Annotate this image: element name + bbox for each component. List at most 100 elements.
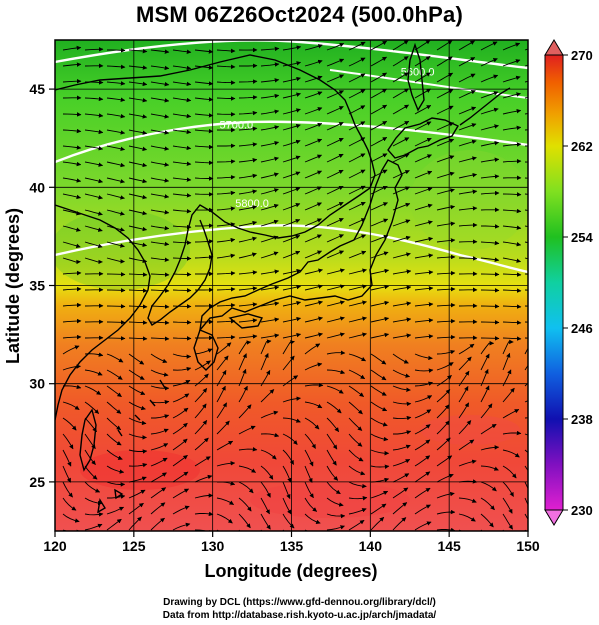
wind-vector xyxy=(260,497,270,515)
wind-vector xyxy=(348,433,363,447)
wind-vector xyxy=(84,47,104,52)
wind-vector xyxy=(128,385,146,395)
wind-vector xyxy=(106,385,122,398)
wind-vector xyxy=(436,72,454,83)
wind-vector xyxy=(436,420,450,435)
wind-vector xyxy=(392,385,411,392)
wind-vector xyxy=(480,272,500,277)
wind-vector xyxy=(348,89,366,99)
wind-vector xyxy=(458,356,472,371)
wind-vector xyxy=(260,156,279,163)
wind-vector xyxy=(326,121,344,131)
wind-vector xyxy=(480,465,499,471)
wind-vector xyxy=(326,137,344,147)
wind-vector xyxy=(282,375,299,387)
wind-vector xyxy=(238,270,258,275)
wind-vector xyxy=(62,449,72,467)
wind-vector xyxy=(458,172,478,179)
wind-vector xyxy=(128,449,148,454)
wind-vector xyxy=(392,252,411,259)
wind-vector xyxy=(260,125,280,131)
wind-vector xyxy=(414,318,434,323)
wind-vector xyxy=(260,93,280,99)
wind-vector xyxy=(304,91,323,99)
wind-vector xyxy=(304,154,323,163)
wind-vector xyxy=(62,193,82,200)
credit-data: Data from http://database.rish.kyoto-u.a… xyxy=(162,610,437,621)
wind-vector xyxy=(502,529,505,531)
wind-vector xyxy=(480,320,500,325)
wind-vector xyxy=(480,288,500,293)
wind-vector xyxy=(172,256,192,261)
wind-vector xyxy=(172,366,192,372)
wind-vector xyxy=(216,175,236,180)
wind-vector xyxy=(370,332,390,339)
wind-vector xyxy=(326,250,345,259)
wind-vector xyxy=(128,113,148,119)
wind-vector xyxy=(392,415,412,421)
wind-vector xyxy=(370,516,385,531)
wind-vector xyxy=(370,300,390,307)
wind-vector xyxy=(238,158,258,163)
colorbar-ticks: 230 238 246 254 262 270 xyxy=(563,48,593,518)
colorbar-bottom-arrow xyxy=(544,509,564,526)
wind-vector xyxy=(194,373,209,387)
wind-vector xyxy=(304,401,323,409)
colorbar-strip xyxy=(544,54,564,511)
wind-vector xyxy=(436,362,454,371)
wind-vector xyxy=(260,285,280,291)
wind-vector xyxy=(238,318,258,323)
wind-vector xyxy=(414,487,431,499)
wind-vector xyxy=(194,49,214,54)
wind-vector xyxy=(414,154,432,163)
wind-vector xyxy=(216,159,236,164)
wind-vector xyxy=(370,72,387,83)
wind-vector xyxy=(480,74,499,83)
wind-vector xyxy=(392,301,412,307)
wind-vector xyxy=(172,505,190,515)
wind-vector xyxy=(282,433,298,445)
wind-vector xyxy=(282,481,291,500)
wind-vector xyxy=(326,218,344,227)
wind-vector xyxy=(128,502,144,515)
wind-vector xyxy=(194,144,214,150)
wind-vector xyxy=(62,128,82,134)
wind-vector xyxy=(172,320,192,325)
wind-vector xyxy=(480,190,500,196)
wind-vector xyxy=(106,401,122,414)
wind-vector xyxy=(150,81,170,87)
wind-vector xyxy=(304,497,318,512)
wind-vector xyxy=(84,193,103,200)
wind-vector xyxy=(480,91,499,99)
wind-vector xyxy=(172,193,192,198)
wind-vector xyxy=(62,384,82,390)
wind-vector xyxy=(172,145,192,151)
wind-vector xyxy=(348,519,365,531)
wind-vector xyxy=(260,410,279,419)
wind-vector xyxy=(414,137,432,147)
wind-vector xyxy=(84,401,100,414)
wind-vector xyxy=(128,48,148,54)
wind-vector xyxy=(326,300,345,307)
wind-vector xyxy=(304,481,314,499)
wind-vector xyxy=(326,332,345,339)
wind-vector xyxy=(62,433,74,450)
wind-vector xyxy=(502,387,515,403)
wind-vector xyxy=(458,497,477,503)
wind-vector xyxy=(326,106,344,115)
wind-vector xyxy=(84,512,104,517)
y-axis-ticks: 25 30 35 40 45 xyxy=(29,81,55,490)
wind-vector xyxy=(480,340,495,355)
wind-vector xyxy=(216,335,236,340)
wind-vector xyxy=(502,408,520,419)
wind-vector xyxy=(436,286,456,292)
wind-vector xyxy=(524,364,528,371)
wind-vector xyxy=(150,443,169,451)
wind-vector xyxy=(106,320,126,325)
wind-vector xyxy=(480,107,499,115)
wind-vector xyxy=(84,177,104,184)
wind-vector xyxy=(414,187,433,195)
wind-vector xyxy=(326,268,345,275)
wind-vector xyxy=(458,420,472,435)
